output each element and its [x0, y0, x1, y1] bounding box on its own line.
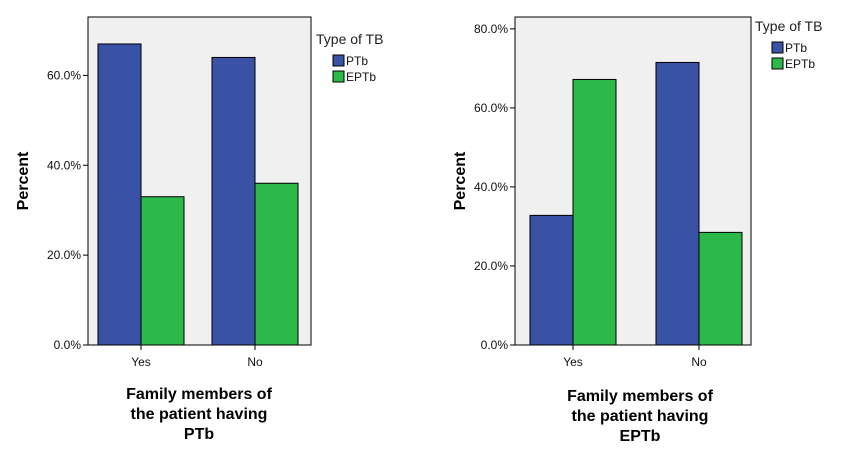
y-tick-label: 20.0% — [47, 248, 81, 262]
y-tick-label: 60.0% — [47, 68, 81, 82]
bar-ptb-no — [655, 61, 700, 346]
bar-ptb-yes — [97, 43, 142, 346]
legend-swatch-ptb — [332, 54, 345, 67]
bar-eptb-no — [698, 231, 743, 346]
plot-frame — [87, 16, 312, 346]
bar-ptb-yes — [529, 214, 574, 346]
x-axis-label: Family members of the patient having PTb — [126, 386, 273, 443]
x-axis-label: Family members of the patient having EPTb — [567, 388, 714, 445]
y-tick-label: 80.0% — [474, 22, 508, 36]
legend-title: Type of TB — [316, 31, 383, 47]
legend-swatch-eptb — [332, 70, 345, 83]
legend-label-ptb: PTb — [785, 41, 807, 55]
bar-ptb-no — [211, 56, 256, 346]
x-axis-label-line: Family members of — [567, 388, 714, 405]
bar-eptb-yes — [140, 196, 185, 346]
x-tick-label: Yes — [131, 355, 151, 369]
x-axis-label-line: Family members of — [126, 386, 273, 403]
bar-eptb-yes — [572, 78, 617, 346]
legend: Type of TB PTb EPTb — [755, 18, 822, 71]
legend-label-eptb: EPTb — [785, 57, 815, 71]
legend-swatch-ptb — [771, 41, 784, 54]
legend-swatch-eptb — [771, 57, 784, 70]
bar-eptb-no — [254, 182, 299, 346]
x-tick-label: Yes — [563, 355, 583, 369]
chart-1: 0.0% 20.0% 40.0% 60.0% Yes No Percent Family me… — [15, 16, 383, 443]
legend: Type of TB PTb EPTb — [316, 31, 383, 84]
x-axis-label-line: PTb — [184, 426, 214, 443]
x-axis-label-line: the patient having — [572, 408, 709, 425]
legend-label-ptb: PTb — [346, 54, 368, 68]
chart-2: 0.0% 20.0% 40.0% 60.0% 80.0% Yes No Percent Fami… — [452, 16, 822, 445]
plot-frame — [514, 16, 752, 346]
y-tick-label: 20.0% — [474, 259, 508, 273]
legend-title: Type of TB — [755, 18, 822, 34]
y-tick-label: 60.0% — [474, 101, 508, 115]
y-tick-label: 40.0% — [474, 180, 508, 194]
y-tick-label: 40.0% — [47, 158, 81, 172]
x-axis-label-line: the patient having — [131, 406, 268, 423]
x-tick-label: No — [247, 355, 263, 369]
y-tick-label: 0.0% — [481, 338, 509, 352]
x-axis-label-line: EPTb — [620, 428, 661, 445]
y-axis-label: Percent — [452, 151, 469, 210]
legend-label-eptb: EPTb — [346, 70, 376, 84]
y-tick-label: 0.0% — [54, 338, 82, 352]
y-axis-label: Percent — [15, 151, 32, 210]
x-tick-label: No — [691, 355, 707, 369]
